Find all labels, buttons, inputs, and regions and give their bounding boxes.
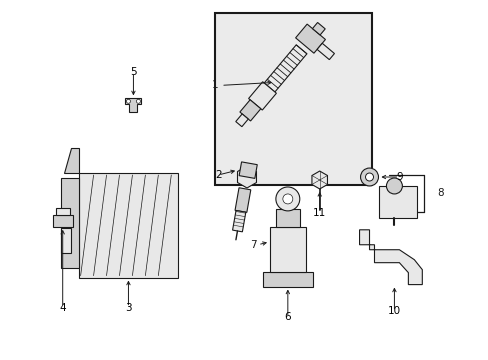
Text: 11: 11 [312,208,325,218]
Text: 2: 2 [214,170,221,180]
Bar [215,13,371,185]
Circle shape [136,99,140,103]
Circle shape [365,173,373,181]
Polygon shape [61,228,71,253]
Polygon shape [237,166,256,188]
Polygon shape [317,43,334,60]
Text: 9: 9 [395,172,402,182]
Bar [269,227,305,272]
Bar [53,215,73,227]
Polygon shape [61,178,79,268]
Text: 1: 1 [211,80,218,90]
Polygon shape [232,211,245,232]
Polygon shape [359,230,422,285]
Text: 3: 3 [125,302,131,312]
Text: 4: 4 [59,302,66,312]
Polygon shape [239,162,257,179]
Bar [263,272,312,287]
Polygon shape [235,114,248,127]
Polygon shape [63,148,79,173]
Circle shape [126,99,130,103]
Circle shape [282,194,292,204]
Polygon shape [311,171,327,189]
Circle shape [360,168,378,186]
Circle shape [275,187,299,211]
Text: 5: 5 [130,67,137,77]
Polygon shape [248,82,276,110]
Text: 10: 10 [387,306,400,316]
Bar [79,173,178,278]
Polygon shape [295,24,325,53]
Text: 6: 6 [284,312,290,323]
Text: 8: 8 [436,188,443,198]
Polygon shape [240,100,260,121]
Polygon shape [312,22,325,35]
Polygon shape [235,188,250,212]
Circle shape [386,178,402,194]
Polygon shape [125,98,141,112]
Bar [56,208,69,215]
Bar [275,209,299,227]
Text: 7: 7 [250,240,256,250]
Bar [379,186,416,218]
